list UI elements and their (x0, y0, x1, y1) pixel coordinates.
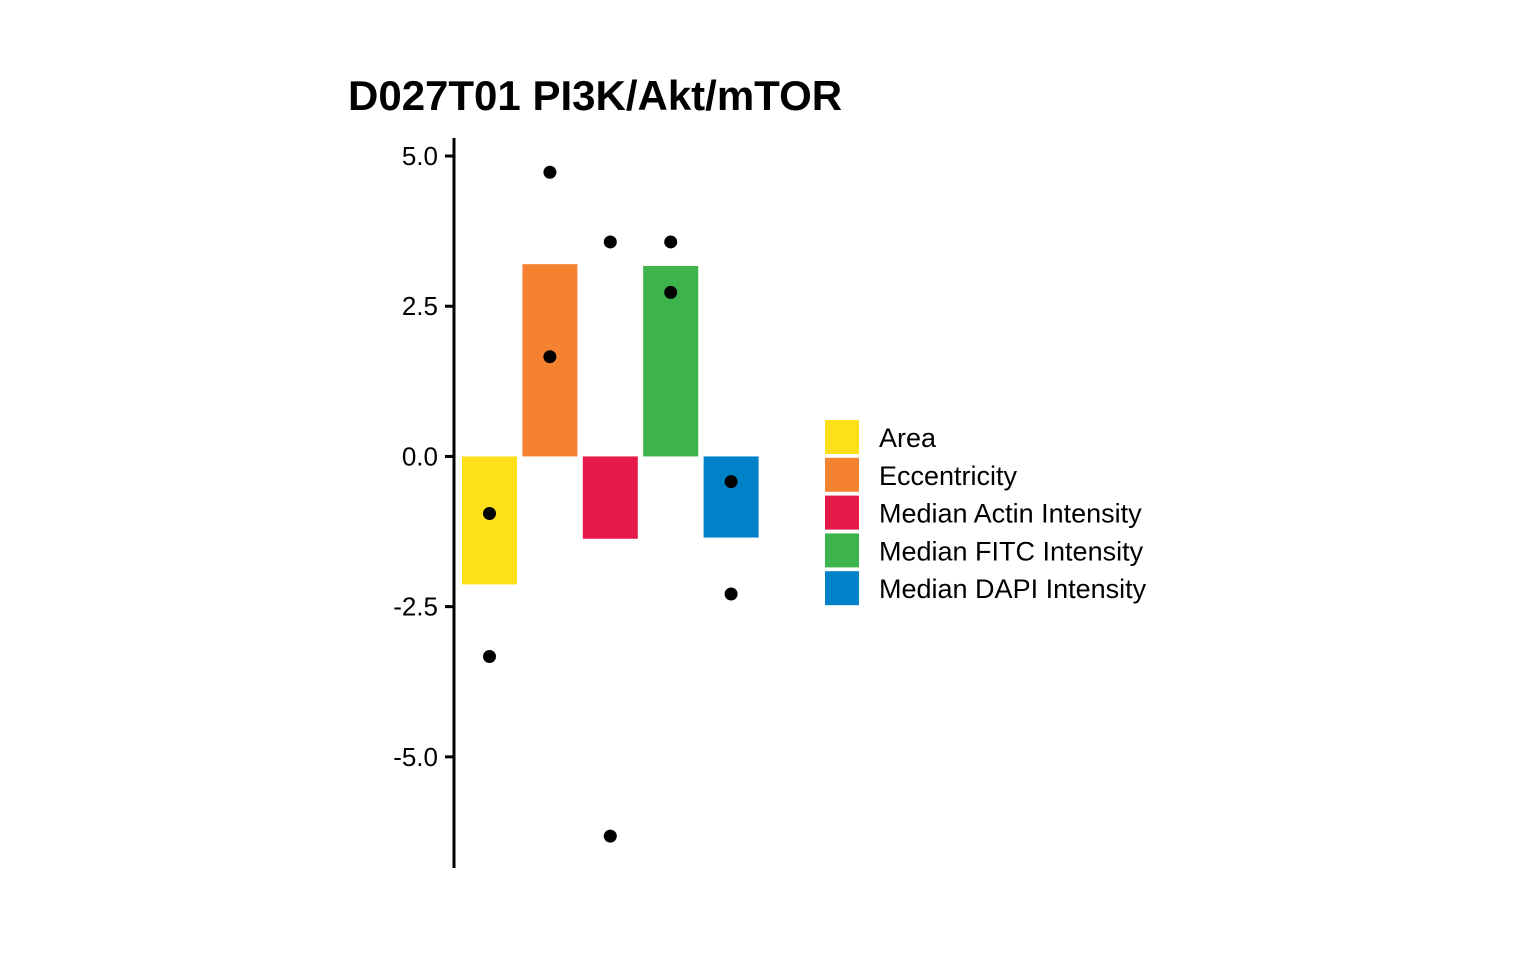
point-area (483, 507, 496, 521)
legend-label-median-actin-intensity: Median Actin Intensity (879, 499, 1142, 529)
legend-label-median-fitc-intensity: Median FITC Intensity (879, 536, 1144, 566)
y-tick-label: -2.5 (393, 592, 438, 622)
point-median-actin-intensity (603, 829, 617, 843)
y-tick-label: 0.0 (402, 441, 438, 471)
legend-swatch-median-actin-intensity (825, 495, 859, 530)
point-median-fitc-intensity (664, 285, 678, 299)
legend-swatch-eccentricity (825, 457, 859, 492)
legend-label-area: Area (879, 423, 937, 453)
bars-group (462, 264, 759, 585)
legend-swatch-median-fitc-intensity (825, 533, 859, 568)
y-tick-label: 2.5 (402, 291, 438, 321)
legend: Area Eccentricity Median Actin Intensity Me… (825, 420, 1147, 606)
point-median-dapi-intensity (724, 475, 738, 489)
point-eccentricity (543, 165, 557, 179)
bar-area (462, 456, 517, 585)
point-median-dapi-intensity (724, 587, 738, 601)
chart-title: D027T01 PI3K/Akt/mTOR (348, 72, 842, 119)
bar-median-dapi-intensity (703, 456, 759, 538)
bar-median-actin-intensity (582, 456, 638, 539)
y-axis-ticks: 5.0 2.5 0.0 -2.5 -5.0 (393, 141, 454, 772)
legend-label-median-dapi-intensity: Median DAPI Intensity (879, 574, 1147, 604)
legend-swatch-area (825, 420, 859, 454)
points-group (483, 165, 738, 843)
point-median-fitc-intensity (664, 235, 678, 249)
point-eccentricity (543, 350, 557, 364)
y-tick-label: 5.0 (402, 141, 438, 171)
point-median-actin-intensity (603, 235, 617, 249)
point-area (483, 650, 496, 664)
legend-swatch-median-dapi-intensity (825, 571, 859, 606)
legend-label-eccentricity: Eccentricity (879, 461, 1018, 491)
y-tick-label: -5.0 (393, 742, 438, 772)
